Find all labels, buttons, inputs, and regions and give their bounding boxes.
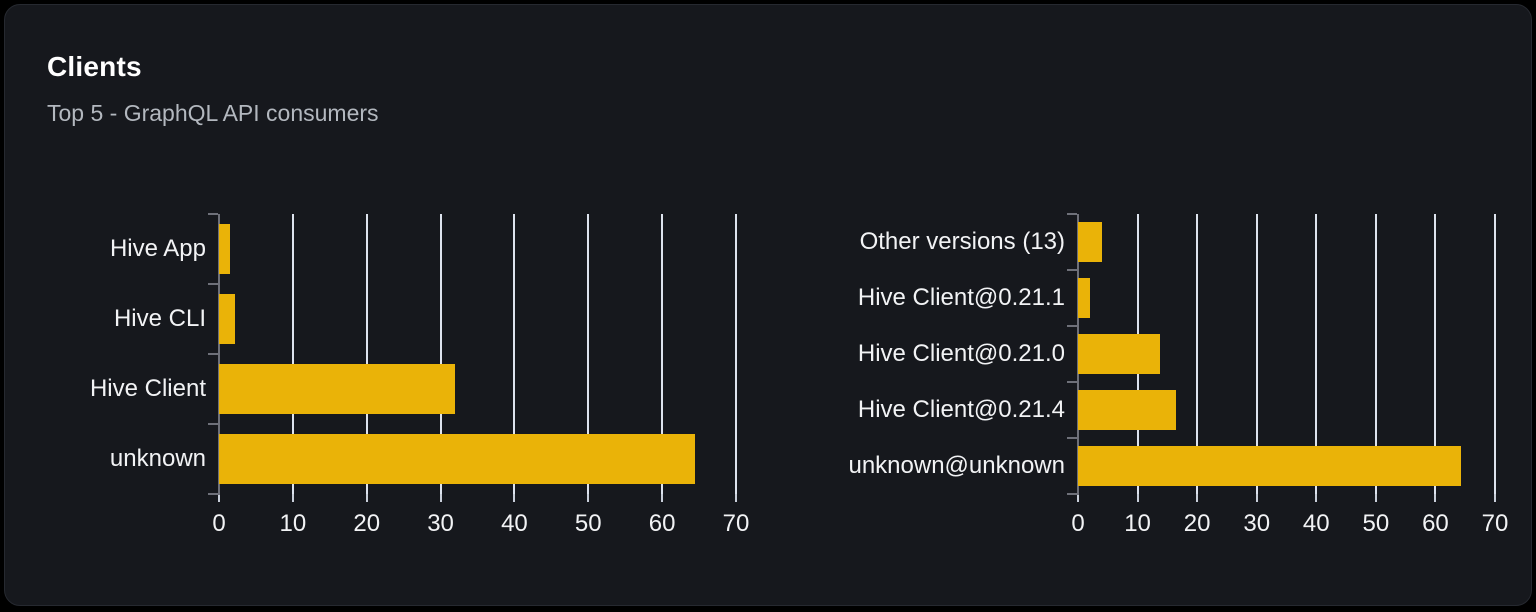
x-axis-tick [1434, 494, 1437, 502]
x-axis-tick-label: 0 [212, 510, 226, 537]
y-axis-tick [1067, 437, 1077, 439]
y-axis-tick [1067, 269, 1077, 271]
gridline [735, 214, 737, 494]
x-axis-tick [1494, 494, 1496, 502]
y-axis-tick [208, 213, 218, 215]
y-axis-line [218, 214, 220, 495]
card-title: Clients [47, 51, 142, 82]
x-axis-tick [1136, 494, 1139, 502]
bar-hive-app [219, 224, 231, 274]
x-axis-tick [1196, 494, 1199, 502]
category-label: Hive Client@0.21.4 [857, 396, 1065, 423]
category-label: Hive Client@0.21.1 [857, 284, 1065, 311]
x-axis-tick [735, 494, 737, 502]
x-axis-tick-label: 70 [722, 510, 750, 537]
x-axis-tick-label: 60 [1422, 510, 1449, 537]
y-axis-tick [1067, 325, 1077, 327]
clients-by-name-chart: 0 10 20 30 40 50 60 70 Hive App Hive CLI Hive Clie… [90, 213, 749, 537]
x-axis-tick-label: 50 [574, 510, 602, 537]
x-axis-tick [1255, 494, 1258, 502]
category-label: unknown [109, 445, 206, 472]
y-axis-tick [1067, 213, 1077, 215]
category-label: Hive CLI [113, 305, 206, 332]
gridline [1196, 214, 1199, 494]
x-axis-tick [218, 494, 220, 502]
card-subtitle: Top 5 - GraphQL API consumers [47, 100, 379, 126]
y-axis-tick [208, 353, 218, 355]
x-axis-tick-label: 30 [1243, 510, 1271, 537]
category-label: unknown@unknown [848, 452, 1065, 479]
x-axis-tick-label: 70 [1481, 510, 1509, 537]
x-axis-tick-label: 0 [1071, 510, 1085, 537]
y-axis-tick [1067, 493, 1077, 495]
bar-hive-cli [219, 294, 236, 344]
x-axis-tick-label: 40 [1302, 510, 1330, 537]
bar-unknown-unknown [1078, 446, 1461, 486]
gridline [291, 214, 294, 494]
x-axis-tick-label: 50 [1362, 510, 1390, 537]
bar-other-versions-13- [1078, 222, 1102, 262]
x-axis-tick-label: 10 [279, 510, 307, 537]
x-axis-tick-label: 60 [648, 510, 676, 537]
bar-unknown [219, 434, 695, 484]
gridline [587, 214, 590, 494]
y-axis-tick [208, 283, 218, 285]
gridline [1434, 214, 1437, 494]
x-axis-tick-label: 20 [1183, 510, 1211, 537]
bar-hive-client [219, 364, 456, 414]
gridline [365, 214, 368, 494]
x-axis-tick [439, 494, 442, 502]
x-axis-tick [1077, 494, 1079, 502]
x-axis-tick [661, 494, 664, 502]
gridline [439, 214, 442, 494]
gridline [661, 214, 664, 494]
clients-card: Clients Top 5 - GraphQL API consumers 0 1… [4, 4, 1532, 606]
y-axis-tick [208, 423, 218, 425]
x-axis-tick [513, 494, 516, 502]
bar-hive-client-0-21-0 [1078, 334, 1161, 374]
category-label: Hive App [109, 235, 206, 262]
x-axis-tick [1315, 494, 1318, 502]
category-label: Hive Client@0.21.0 [857, 340, 1065, 367]
clients-by-version-chart: 0 10 20 30 40 50 60 70 Other versions (13) Hive C… [848, 213, 1508, 537]
category-label: Hive Client [89, 375, 206, 402]
x-axis-tick-label: 20 [353, 510, 381, 537]
gridline [513, 214, 516, 494]
bar-hive-client-0-21-1 [1078, 278, 1090, 318]
x-axis-tick [1374, 494, 1377, 502]
x-axis-tick-label: 30 [427, 510, 454, 537]
x-axis-tick-label: 40 [501, 510, 528, 537]
gridline [1374, 214, 1377, 494]
y-axis-tick [208, 493, 218, 495]
y-axis-tick [1067, 381, 1077, 383]
x-axis-tick [291, 494, 294, 502]
category-label: Other versions (13) [859, 228, 1065, 255]
x-axis-tick [587, 494, 590, 502]
gridline [1255, 214, 1258, 494]
x-axis-tick-label: 10 [1124, 510, 1151, 537]
gridline [1494, 214, 1496, 494]
x-axis-tick [365, 494, 368, 502]
gridline [1315, 214, 1318, 494]
bar-hive-client-0-21-4 [1078, 390, 1177, 430]
